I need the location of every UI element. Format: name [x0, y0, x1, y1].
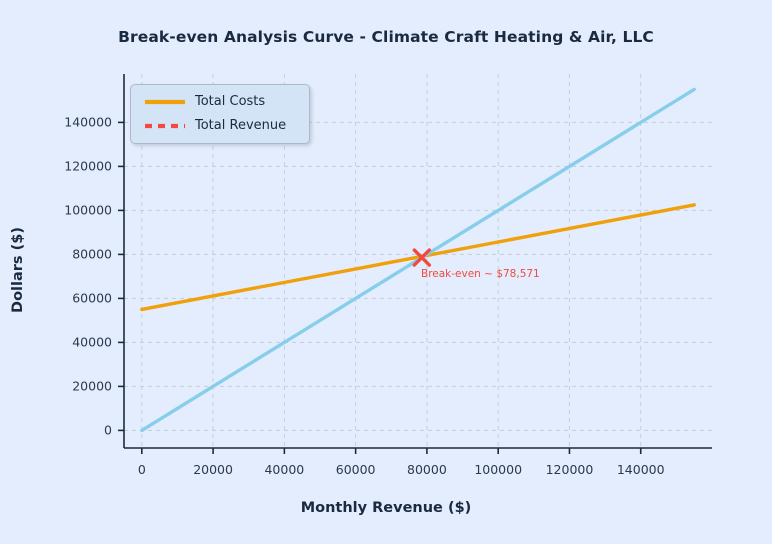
y-axis-tick-label: 40000 [72, 334, 112, 350]
x-axis-tick-label: 40000 [264, 462, 305, 477]
x-axis-tick-label: 20000 [193, 462, 233, 477]
breakeven-marker [412, 248, 432, 267]
x-axis-tick-label: 80000 [407, 462, 447, 477]
legend-line-dashed-icon [145, 123, 185, 129]
chart-canvas [118, 74, 712, 454]
breakeven-annotation-label: Break-even ~ $78,571 [421, 268, 540, 280]
y-axis-tick-label: 100000 [64, 202, 112, 218]
legend-swatch-total-revenue [143, 118, 187, 132]
plot-area [118, 74, 712, 454]
x-axis-tick-label: 60000 [335, 462, 376, 477]
y-axis-tick-label: 0 [104, 422, 112, 438]
legend-line-solid-icon [145, 99, 185, 105]
legend-swatch-total-costs [143, 94, 187, 108]
y-axis-tick-label: 60000 [72, 290, 112, 306]
y-axis-tick-label: 120000 [64, 158, 112, 174]
axis-ticks [118, 121, 642, 454]
legend-item-total-revenue: Total Revenue [143, 115, 286, 135]
y-axis-tick-label: 140000 [64, 114, 112, 130]
x-axis-label: Monthly Revenue ($) [300, 500, 472, 516]
x-axis-tick-label: 120000 [545, 462, 594, 477]
y-axis-tick-label: 80000 [72, 246, 112, 262]
x-axis-tick-label: 0 [137, 462, 146, 477]
x-axis-tick-label: 140000 [616, 462, 665, 477]
legend-item-total-costs: Total Costs [143, 91, 265, 111]
chart-legend: Total Costs Total Revenue [130, 84, 310, 144]
chart-title: Break-even Analysis Curve - Climate Craf… [118, 28, 654, 46]
series-line-total-costs [140, 203, 696, 312]
x-axis-tick-label: 100000 [474, 462, 523, 477]
breakeven-x-marker-icon [412, 248, 432, 267]
legend-label-total-costs: Total Costs [195, 93, 266, 109]
y-axis-label: Dollars ($) [10, 227, 26, 313]
gridlines [124, 74, 712, 448]
legend-label-total-revenue: Total Revenue [195, 117, 287, 133]
y-axis-tick-label: 20000 [72, 378, 112, 394]
